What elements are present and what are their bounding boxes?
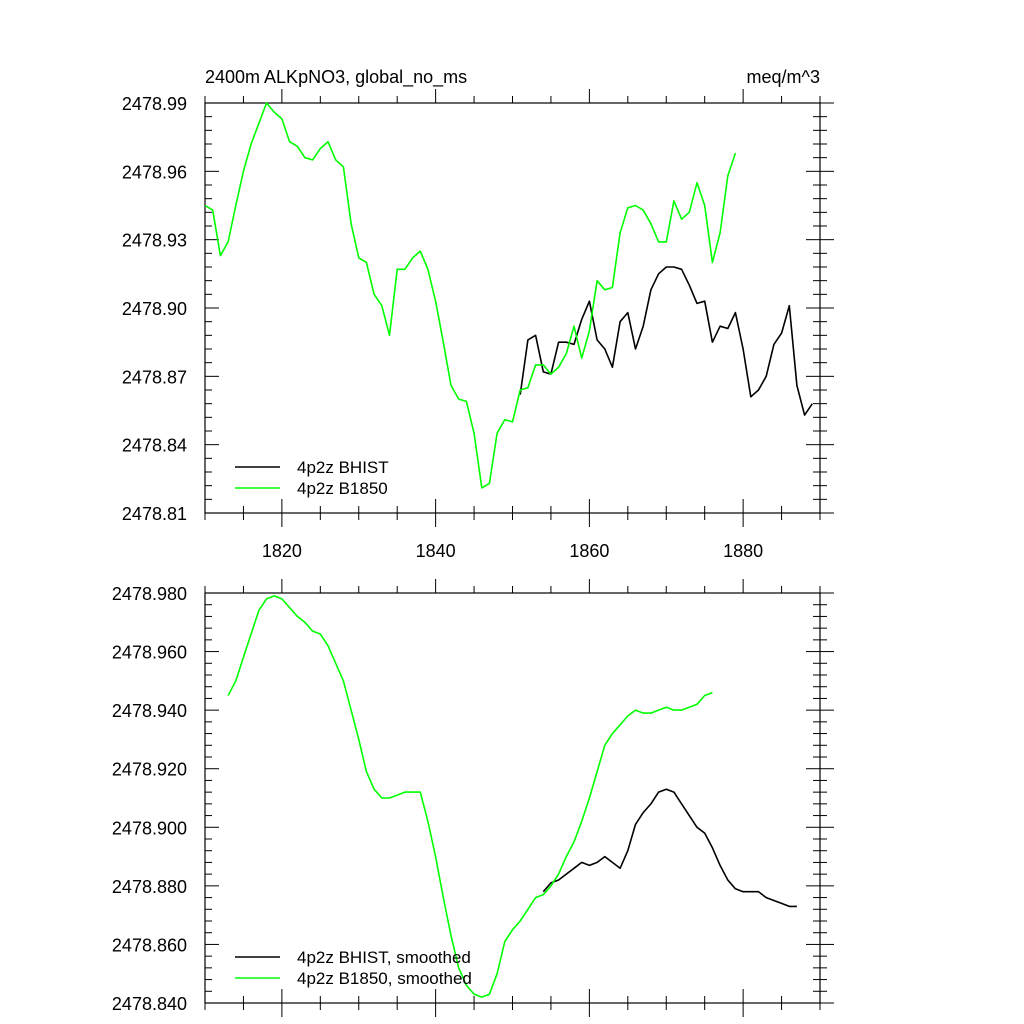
- y-tick-label: 2478.84: [122, 436, 187, 456]
- y-tick-label: 2478.900: [112, 818, 187, 838]
- y-tick-label: 2478.960: [112, 643, 187, 663]
- y-tick-label: 2478.940: [112, 701, 187, 721]
- series-line: [227, 595, 713, 998]
- y-tick-label: 2478.99: [122, 94, 187, 114]
- top-plot-frame: [204, 102, 821, 514]
- legend-label: 4p2z B1850: [297, 479, 388, 498]
- bottom-panel: 2478.840 2478.860 2478.880 2478.900 2478.920…: [112, 579, 834, 1017]
- top-title-right: meq/m^3: [747, 67, 820, 87]
- top-plot-series: [204, 102, 813, 489]
- top-title-left: 2400m ALKpNO3, global_no_ms: [205, 67, 467, 88]
- y-tick-label: 2478.880: [112, 877, 187, 897]
- y-tick-label: 2478.81: [122, 504, 187, 524]
- bottom-axis-ticks: 2478.840 2478.860 2478.880 2478.900 2478.920…: [112, 579, 834, 1017]
- legend-label: 4p2z BHIST: [297, 458, 389, 477]
- y-tick-label: 2478.90: [122, 299, 187, 319]
- y-tick-label: 2478.840: [112, 994, 187, 1014]
- series-line: [519, 266, 813, 416]
- x-tick-label: 1860: [569, 541, 609, 561]
- y-tick-label: 2478.87: [122, 367, 187, 387]
- y-tick-label: 2478.93: [122, 231, 187, 251]
- x-tick-label: 1820: [262, 541, 302, 561]
- legend-label: 4p2z BHIST, smoothed: [297, 948, 471, 967]
- legend-label: 4p2z B1850, smoothed: [297, 969, 472, 988]
- y-tick-label: 2478.920: [112, 760, 187, 780]
- bottom-legend: 4p2z BHIST, smoothed 4p2z B1850, smoothed: [235, 948, 472, 988]
- top-axis-ticks: 1820 1840 1860 1880 2478.81 2478.84 2478.87 247…: [122, 89, 834, 561]
- y-tick-label: 2478.980: [112, 584, 187, 604]
- y-tick-label: 2478.860: [112, 935, 187, 955]
- top-legend: 4p2z BHIST 4p2z B1850: [235, 458, 389, 498]
- top-panel: 2400m ALKpNO3, global_no_ms meq/m^3 1820…: [122, 67, 834, 561]
- bottom-plot-series: [227, 595, 797, 998]
- y-tick-label: 2478.96: [122, 162, 187, 182]
- series-line: [204, 102, 737, 489]
- bottom-plot-frame: [204, 592, 821, 1004]
- x-tick-label: 1880: [723, 541, 763, 561]
- series-line: [542, 788, 797, 908]
- x-tick-label: 1840: [416, 541, 456, 561]
